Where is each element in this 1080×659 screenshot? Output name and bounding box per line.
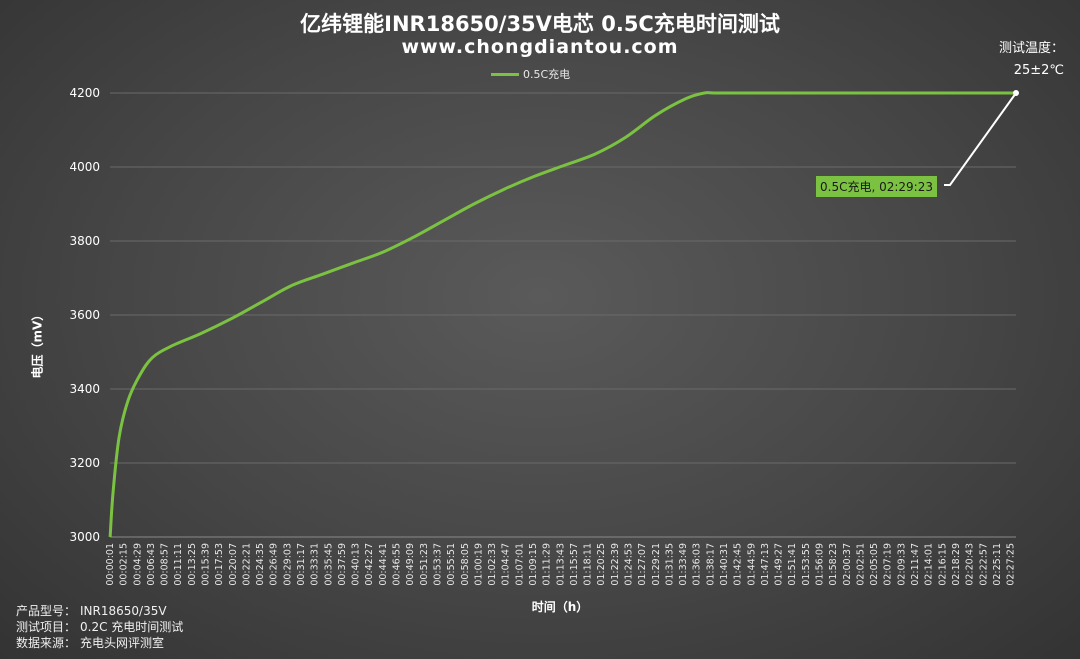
y-tick-label: 4000 [69, 160, 100, 174]
x-tick-label: 02:16:15 [937, 543, 948, 586]
x-tick-label: 01:02:33 [487, 543, 498, 586]
x-tick-label: 00:51:23 [419, 543, 430, 586]
y-tick-label: 3800 [69, 234, 100, 248]
annotation-leader [944, 92, 1017, 186]
x-tick-label: 01:44:59 [746, 543, 757, 586]
x-tick-label: 00:55:51 [446, 543, 457, 586]
temperature-note: 测试温度： 25±2℃ [999, 38, 1064, 82]
x-tick-label: 00:35:45 [323, 543, 334, 586]
x-tick-label: 01:09:15 [528, 543, 539, 586]
chart-title: 亿纬锂能INR18650/35V电芯 0.5C充电时间测试 [300, 12, 780, 36]
x-tick-label: 02:00:37 [842, 543, 853, 586]
x-tick-label: 01:22:39 [610, 543, 621, 586]
x-tick-label: 01:56:09 [815, 543, 826, 586]
annotation-label: 0.5C充电, 02:29:23 [816, 176, 937, 197]
x-tick-label: 01:38:17 [705, 543, 716, 586]
x-tick-label: 01:07:01 [514, 543, 525, 586]
x-tick-label: 01:42:45 [733, 543, 744, 586]
x-tick-label: 02:25:11 [992, 543, 1003, 586]
x-tick-label: 00:49:09 [405, 543, 416, 586]
annotation-point [1013, 90, 1019, 96]
x-tick-label: 02:09:33 [896, 543, 907, 586]
x-tick-label: 00:26:49 [269, 543, 280, 586]
x-tick-label: 02:14:01 [924, 543, 935, 586]
footer-row: 测试项目： 0.2C 充电时间测试 [16, 619, 183, 635]
x-tick-label: 00:58:05 [460, 543, 471, 586]
y-tick-label: 3200 [69, 456, 100, 470]
x-tick-label: 00:29:03 [282, 543, 293, 586]
y-tick-label: 3600 [69, 308, 100, 322]
x-tick-label: 01:27:07 [637, 543, 648, 586]
temperature-value: 25±2℃ [1013, 63, 1064, 78]
x-tick-label: 00:11:11 [173, 543, 184, 586]
x-tick-label: 01:49:27 [774, 543, 785, 586]
series-line [108, 91, 1016, 538]
x-tick-label: 00:08:57 [160, 543, 171, 586]
x-tick-label: 00:06:43 [146, 543, 157, 586]
footer-key: 产品型号： [16, 604, 77, 618]
footer-key: 数据来源： [16, 636, 77, 650]
legend: 0.5C充电 [491, 66, 570, 82]
chart-subtitle: www.chongdiantou.com [401, 36, 679, 58]
x-tick-label: 02:22:57 [978, 543, 989, 586]
footer-value: 0.2C 充电时间测试 [80, 620, 184, 634]
x-tick-label: 01:20:25 [596, 543, 607, 586]
legend-swatch [491, 72, 519, 76]
x-tick-label: 01:33:49 [678, 543, 689, 586]
x-tick-label: 00:02:15 [119, 543, 130, 586]
y-tick-label: 4200 [69, 86, 100, 100]
x-tick-label: 02:27:25 [1006, 543, 1017, 586]
x-tick-label: 01:15:57 [569, 543, 580, 586]
footer-value: INR18650/35V [80, 604, 167, 618]
x-tick-label: 02:11:47 [910, 543, 921, 586]
x-tick-label: 00:20:07 [228, 543, 239, 586]
x-tick-label: 01:31:35 [664, 543, 675, 586]
x-tick-label: 00:15:39 [201, 543, 212, 586]
x-tick-label: 01:40:31 [719, 543, 730, 586]
x-tick-label: 00:40:13 [351, 543, 362, 586]
y-tick-label: 3400 [69, 382, 100, 396]
x-tick-label: 01:53:55 [801, 543, 812, 586]
x-tick-label: 01:18:11 [583, 543, 594, 586]
x-tick-label: 00:42:27 [364, 543, 375, 586]
x-tick-label: 01:58:23 [828, 543, 839, 586]
x-tick-label: 02:07:19 [883, 543, 894, 586]
temperature-label: 测试温度： [998, 41, 1064, 56]
x-tick-label: 01:51:41 [787, 543, 798, 586]
x-tick-label: 01:24:53 [623, 543, 634, 586]
x-tick-label: 00:33:31 [310, 543, 321, 586]
x-tick-label: 00:31:17 [296, 543, 307, 586]
footer-key: 测试项目： [16, 620, 77, 634]
x-tick-label: 01:11:29 [542, 543, 553, 586]
x-tick-label: 00:17:53 [214, 543, 225, 586]
x-tick-label: 00:44:41 [378, 543, 389, 586]
footer-value: 充电头网评测室 [80, 636, 165, 650]
x-tick-label: 00:13:25 [187, 543, 198, 586]
x-tick-label: 00:00:01 [105, 543, 116, 586]
x-tick-label: 01:47:13 [760, 543, 771, 586]
x-tick-label: 00:22:21 [241, 543, 252, 586]
x-axis-label: 时间（h） [531, 600, 589, 614]
x-tick-label: 01:04:47 [501, 543, 512, 586]
x-tick-label: 00:37:59 [337, 543, 348, 586]
x-tick-label: 01:13:43 [555, 543, 566, 586]
x-tick-label: 00:24:35 [255, 543, 266, 586]
x-tick-label: 02:05:05 [869, 543, 880, 586]
x-tick-label: 01:00:19 [473, 543, 484, 586]
x-tick-label: 01:29:21 [651, 543, 662, 586]
x-tick-label: 02:02:51 [855, 543, 866, 586]
y-tick-label: 3000 [69, 530, 100, 544]
x-tick-label: 00:46:55 [392, 543, 403, 586]
x-tick-label: 02:20:43 [965, 543, 976, 586]
footer-row: 数据来源： 充电头网评测室 [16, 635, 183, 651]
legend-label: 0.5C充电 [523, 68, 571, 81]
footer-row: 产品型号： INR18650/35V [16, 603, 183, 619]
footer-info: 产品型号： INR18650/35V 测试项目： 0.2C 充电时间测试 数据来… [16, 603, 183, 651]
x-tick-label: 02:18:29 [951, 543, 962, 586]
x-tick-label: 01:36:03 [692, 543, 703, 586]
x-tick-label: 00:04:29 [132, 543, 143, 586]
x-tick-label: 00:53:37 [432, 543, 443, 586]
